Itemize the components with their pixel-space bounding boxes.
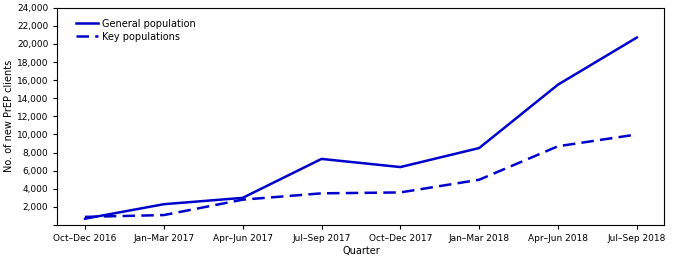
General population: [633, 36, 641, 39]
Key populations: [239, 198, 247, 201]
General population: [554, 83, 562, 86]
Key populations: [81, 215, 89, 218]
Key populations: [554, 145, 562, 148]
X-axis label: Quarter: Quarter: [342, 246, 380, 256]
Key populations: [396, 191, 404, 194]
Line: Key populations: Key populations: [85, 134, 637, 217]
Key populations: [633, 133, 641, 136]
General population: [396, 166, 404, 169]
Key populations: [160, 213, 168, 217]
Key populations: [317, 192, 326, 195]
Y-axis label: No. of new PrEP clients: No. of new PrEP clients: [4, 60, 14, 172]
Line: General population: General population: [85, 37, 637, 219]
General population: [239, 196, 247, 199]
General population: [81, 217, 89, 220]
Legend: General population, Key populations: General population, Key populations: [74, 17, 197, 44]
General population: [317, 157, 326, 160]
General population: [475, 146, 483, 150]
Key populations: [475, 178, 483, 181]
General population: [160, 203, 168, 206]
